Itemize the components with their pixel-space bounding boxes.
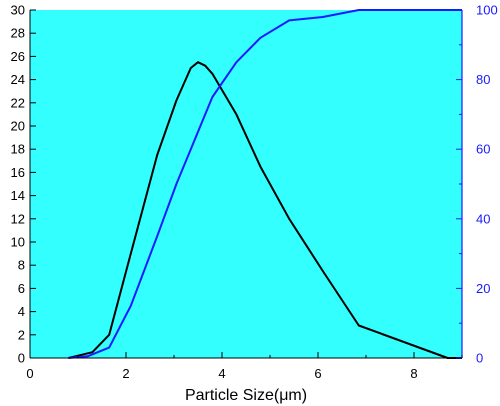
left-tick-label: 0	[18, 351, 25, 366]
left-tick-label: 18	[11, 142, 25, 157]
left-tick-label: 30	[11, 3, 25, 18]
right-tick-label: 40	[476, 211, 490, 226]
left-tick-label: 14	[11, 188, 25, 203]
left-tick-label: 4	[18, 304, 25, 319]
left-tick-label: 24	[11, 72, 25, 87]
right-tick-label: 20	[476, 281, 490, 296]
left-tick-label: 22	[11, 95, 25, 110]
right-tick-label: 0	[476, 351, 483, 366]
x-tick-label: 0	[26, 366, 33, 381]
right-tick-label: 60	[476, 142, 490, 157]
x-tick-label: 2	[122, 366, 129, 381]
left-tick-label: 8	[18, 258, 25, 273]
plot-background	[30, 10, 462, 358]
right-tick-label: 80	[476, 72, 490, 87]
left-tick-label: 28	[11, 26, 25, 41]
series-layer	[68, 9, 462, 359]
left-tick-label: 12	[11, 211, 25, 226]
left-tick-label: 26	[11, 49, 25, 64]
left-tick-label: 16	[11, 165, 25, 180]
series-line-distribution	[68, 61, 462, 359]
left-tick-label: 20	[11, 119, 25, 134]
x-ticks: 0 2 4 6 8	[26, 352, 463, 381]
right-tick-label: 100	[476, 3, 498, 18]
x-tick-label: 6	[314, 366, 321, 381]
x-tick-label: 8	[410, 366, 417, 381]
x-axis-title: Particle Size(μm)	[185, 387, 307, 404]
left-tick-label: 2	[18, 327, 25, 342]
series-line-cumulative	[68, 9, 462, 359]
x-tick-label: 4	[218, 366, 225, 381]
right-y-ticks: 0 20 40 60 80 100	[456, 3, 498, 366]
left-tick-label: 10	[11, 235, 25, 250]
left-tick-label: 6	[18, 281, 25, 296]
